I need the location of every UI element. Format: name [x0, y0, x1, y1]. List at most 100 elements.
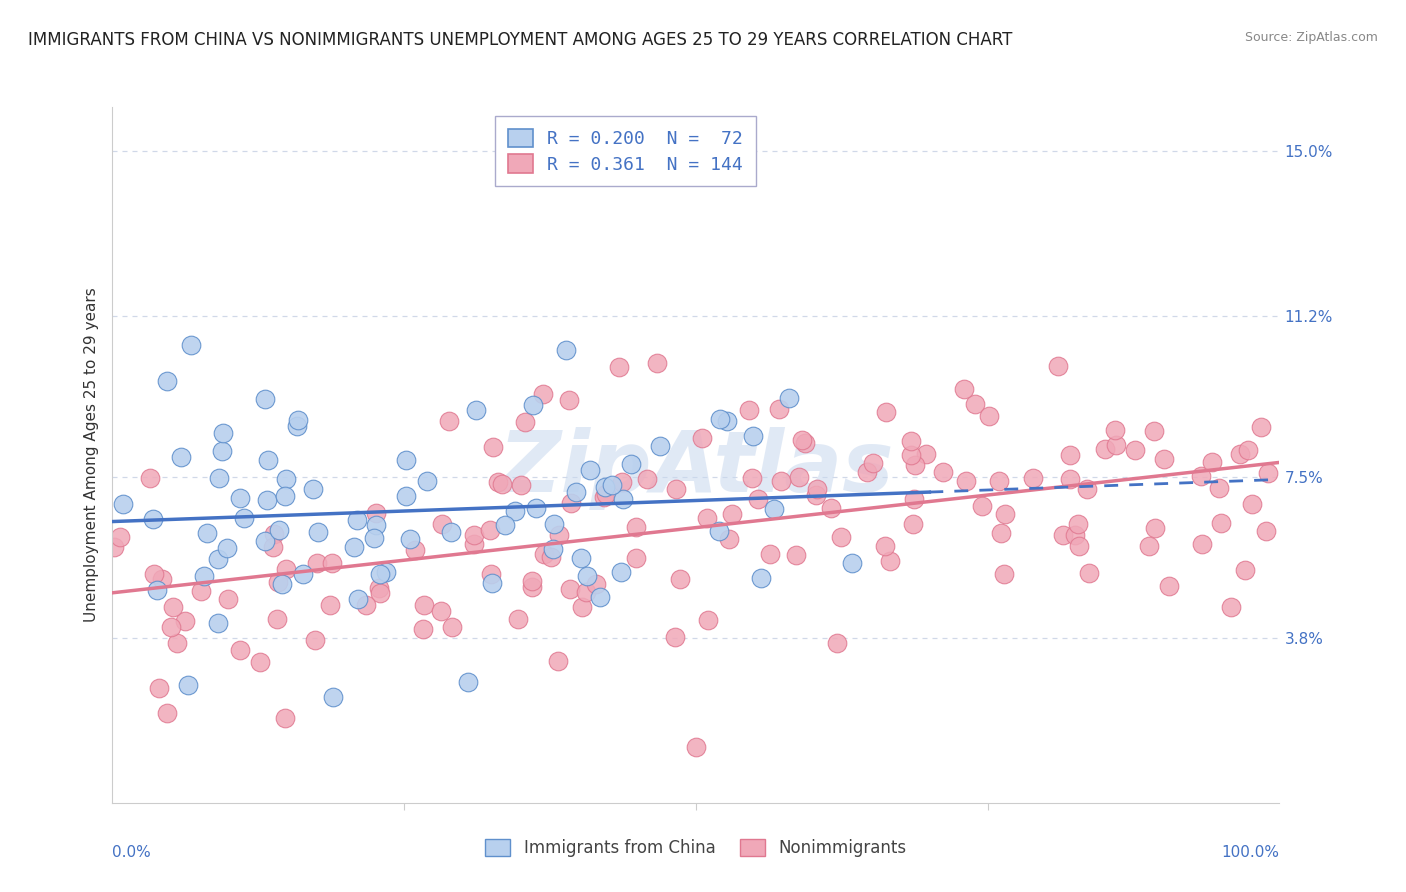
Point [322, 690, 344, 704]
Point [856, 466, 879, 480]
Point [794, 435, 817, 450]
Point [820, 500, 842, 515]
Point [901, 517, 924, 532]
Point [953, 382, 976, 396]
Point [363, 531, 385, 545]
Point [741, 471, 763, 485]
Legend: Immigrants from China, Nonimmigrants: Immigrants from China, Nonimmigrants [478, 832, 914, 864]
Point [612, 492, 634, 507]
Point [439, 414, 461, 428]
Point [790, 433, 813, 447]
Point [1153, 451, 1175, 466]
Point [1104, 423, 1126, 437]
Point [696, 511, 718, 525]
Point [720, 507, 742, 521]
Point [1094, 442, 1116, 457]
Point [463, 537, 485, 551]
Point [804, 487, 827, 501]
Point [1076, 483, 1098, 497]
Point [354, 598, 377, 612]
Point [571, 551, 593, 566]
Point [1067, 540, 1090, 554]
Point [963, 397, 986, 411]
Point [262, 540, 284, 554]
Point [1063, 528, 1085, 542]
Text: 0.0%: 0.0% [112, 845, 152, 860]
Point [482, 441, 505, 455]
Point [515, 415, 537, 429]
Point [346, 513, 368, 527]
Point [785, 548, 807, 562]
Point [787, 470, 810, 484]
Point [503, 504, 526, 518]
Y-axis label: Unemployment Among Ages 25 to 29 years: Unemployment Among Ages 25 to 29 years [83, 287, 98, 623]
Point [664, 482, 686, 496]
Point [166, 636, 188, 650]
Point [273, 711, 295, 725]
Point [862, 456, 884, 470]
Point [217, 541, 239, 556]
Point [738, 403, 761, 417]
Point [440, 525, 463, 540]
Point [571, 600, 593, 615]
Point [669, 572, 692, 586]
Point [285, 419, 308, 434]
Point [103, 541, 125, 555]
Point [914, 448, 936, 462]
Point [162, 600, 184, 615]
Point [395, 453, 418, 467]
Point [108, 530, 131, 544]
Point [374, 566, 396, 580]
Text: Source: ZipAtlas.com: Source: ZipAtlas.com [1244, 31, 1378, 45]
Point [347, 591, 370, 606]
Point [1241, 497, 1264, 511]
Point [875, 405, 897, 419]
Point [276, 472, 298, 486]
Point [256, 493, 278, 508]
Point [522, 398, 544, 412]
Point [1201, 455, 1223, 469]
Point [307, 524, 329, 539]
Point [1250, 419, 1272, 434]
Point [1237, 442, 1260, 457]
Point [138, 471, 160, 485]
Point [1143, 424, 1166, 438]
Point [1052, 528, 1074, 542]
Point [479, 567, 502, 582]
Point [769, 475, 792, 489]
Point [249, 655, 271, 669]
Text: IMMIGRANTS FROM CHINA VS NONIMMIGRANTS UNEMPLOYMENT AMONG AGES 25 TO 29 YEARS CO: IMMIGRANTS FROM CHINA VS NONIMMIGRANTS U… [28, 31, 1012, 49]
Point [589, 591, 612, 605]
Point [990, 525, 1012, 540]
Point [479, 524, 502, 538]
Point [900, 434, 922, 448]
Point [112, 497, 135, 511]
Point [531, 386, 554, 401]
Point [904, 458, 927, 473]
Point [276, 561, 298, 575]
Point [457, 675, 479, 690]
Point [555, 343, 578, 358]
Point [463, 528, 485, 542]
Point [648, 438, 671, 452]
Point [565, 485, 588, 500]
Point [481, 575, 503, 590]
Point [432, 517, 454, 532]
Point [558, 582, 581, 596]
Point [148, 681, 170, 695]
Text: ZipAtlas: ZipAtlas [498, 427, 894, 510]
Point [540, 549, 562, 564]
Point [825, 635, 848, 649]
Point [318, 598, 340, 612]
Point [759, 547, 782, 561]
Point [263, 526, 285, 541]
Point [645, 356, 668, 370]
Point [1220, 600, 1243, 615]
Point [547, 654, 569, 668]
Point [690, 431, 713, 445]
Point [717, 532, 740, 546]
Point [979, 409, 1001, 423]
Point [993, 567, 1015, 582]
Point [716, 414, 738, 428]
Point [413, 598, 436, 612]
